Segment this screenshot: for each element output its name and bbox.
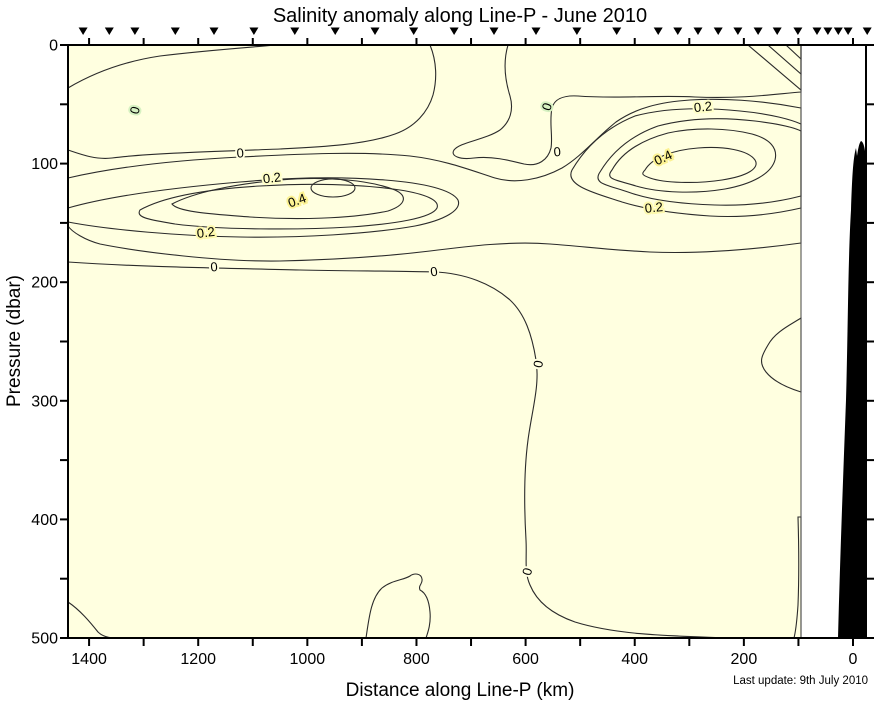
x-tick-label: 1200: [180, 651, 216, 668]
x-tick-label: 800: [403, 651, 430, 668]
station-marker-icon: [489, 27, 499, 35]
station-marker-icon: [170, 27, 180, 35]
contour-level-label: 0.2: [693, 98, 713, 115]
y-tick-label: 200: [31, 275, 58, 292]
station-marker-icon: [733, 27, 743, 35]
y-tick-label: 100: [31, 156, 58, 173]
fill-west-band-0p2: [67, 177, 460, 238]
station-marker-icon: [653, 27, 663, 35]
x-tick-label: 0: [849, 651, 858, 668]
contour-level-label: 0.2: [644, 199, 664, 216]
y-axis-label: Pressure (dbar): [4, 275, 25, 407]
x-tick-label: 600: [512, 651, 539, 668]
x-tick-label: 200: [731, 651, 758, 668]
station-marker-icon: [612, 27, 622, 35]
station-marker-icon: [843, 27, 853, 35]
station-marker-icon: [862, 27, 872, 35]
y-tick-label: 0: [49, 38, 58, 55]
x-tick-label: 1400: [71, 651, 107, 668]
station-marker-icon: [209, 27, 219, 35]
last-update-note: Last update: 9th July 2010: [733, 675, 868, 687]
contour-level-label: 0.2: [196, 224, 216, 241]
fill-positive-bottom-island: [365, 573, 431, 639]
fill-west-band-0p3: [138, 183, 438, 230]
station-marker-icon: [104, 27, 114, 35]
station-markers: [78, 27, 872, 35]
x-tick-label: 1000: [290, 651, 326, 668]
contour-level-label: 0.2: [262, 169, 282, 186]
station-marker-icon: [130, 27, 140, 35]
station-marker-icon: [290, 27, 300, 35]
y-tick-label: 300: [31, 393, 58, 410]
contour-level-label: 0: [553, 144, 562, 160]
station-marker-icon: [713, 27, 723, 35]
fill-east-core-0p5: [642, 146, 757, 184]
bathymetry-silhouette: [838, 141, 866, 638]
contour-level-label: 0: [236, 145, 245, 161]
plot-area: [67, 44, 867, 639]
axis-ticks: [60, 38, 874, 646]
fill-west-band-0p4: [171, 177, 404, 220]
axis-tick-labels: 1400 1200 1000 800 600 400 200 0 0 100 200 300 400 50…: [31, 38, 857, 669]
station-marker-icon: [772, 27, 782, 35]
station-marker-icon: [409, 27, 419, 35]
y-tick-label: 500: [31, 631, 58, 648]
fill-band-0p1: [67, 98, 802, 262]
x-axis-label: Distance along Line-P (km): [346, 680, 575, 701]
station-marker-icon: [370, 27, 380, 35]
station-marker-icon: [531, 27, 541, 35]
station-marker-icon: [78, 27, 88, 35]
fill-negative-upper-west: [67, 44, 437, 159]
station-marker-icon: [753, 27, 763, 35]
station-marker-icon: [833, 27, 843, 35]
station-marker-icon: [793, 27, 803, 35]
station-marker-icon: [693, 27, 703, 35]
station-marker-icon: [249, 27, 259, 35]
fill-negative-upper-east: [452, 44, 802, 166]
fill-negative-deep-west: [67, 261, 731, 639]
fill-negative-east-edge-blob: [760, 316, 802, 393]
station-marker-icon: [823, 27, 833, 35]
contour-level-label: 0: [210, 259, 218, 274]
station-marker-icon: [812, 27, 822, 35]
x-tick-label: 400: [621, 651, 648, 668]
station-marker-icon: [330, 27, 340, 35]
station-marker-icon: [673, 27, 683, 35]
station-marker-icon: [449, 27, 459, 35]
station-marker-icon: [572, 27, 582, 35]
fill-west-core-0p5: [310, 178, 356, 198]
chart-title: Salinity anomaly along Line-P - June 201…: [273, 5, 647, 27]
fill-base-band: [68, 45, 801, 638]
fill-east-band-0p4: [609, 128, 777, 193]
y-tick-label: 400: [31, 512, 58, 529]
